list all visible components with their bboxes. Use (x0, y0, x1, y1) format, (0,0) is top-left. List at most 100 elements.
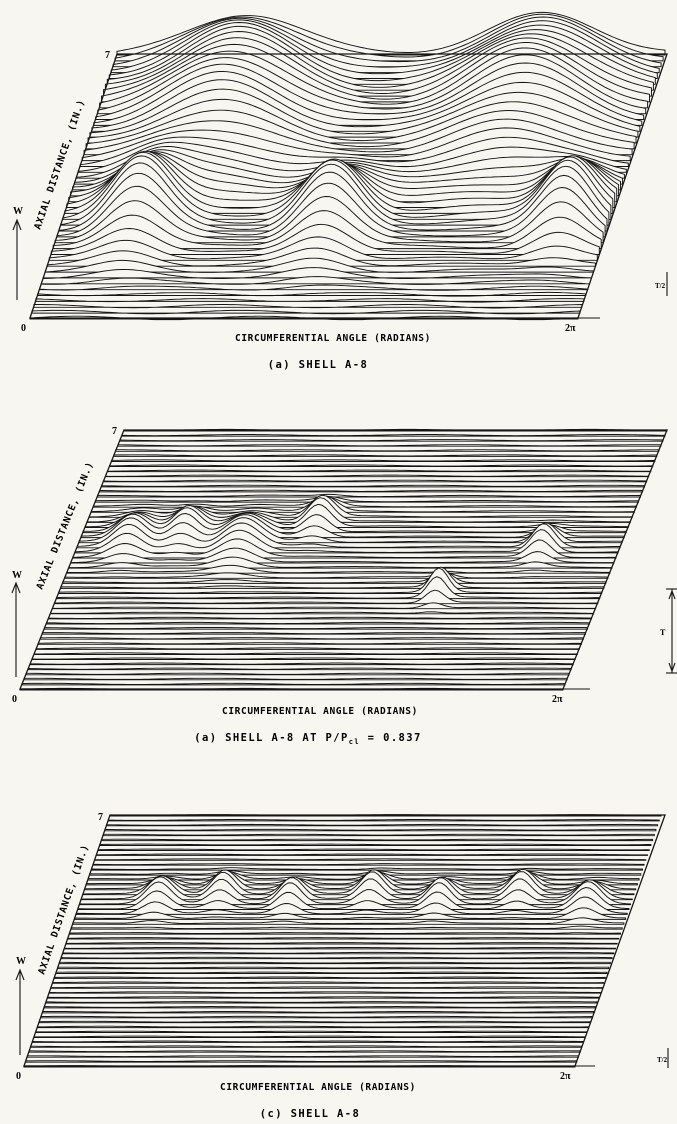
profile-curve (67, 937, 620, 940)
profile-curve (35, 1030, 588, 1033)
scale-mark-label-a: T/2 (655, 282, 666, 290)
y-tick-7-c: 7 (98, 812, 103, 823)
profile-curve (40, 1015, 593, 1019)
profile-curve (48, 616, 592, 620)
scale-mark-a: T/2 (655, 272, 668, 296)
profile-curve (33, 304, 583, 309)
frame-c (23, 814, 666, 1067)
profile-curve (77, 887, 630, 910)
profile-curve (69, 932, 621, 935)
chart-panel-a: W 0 2π 7 AXIAL DISTANCE, (IN.) CIRCUMFER… (12, 11, 668, 371)
profile-curve (68, 556, 613, 569)
profile-curve (105, 474, 650, 478)
profile-curve (46, 247, 596, 267)
profile-curve (50, 986, 603, 989)
x-axis-label-c: CIRCUMFERENTIAL ANGLE (RADIANS) (220, 1082, 416, 1093)
profile-curve (37, 291, 587, 297)
profile-curve (44, 627, 588, 630)
profile-curve (109, 464, 654, 467)
w-axis-arrow-a: W (12, 206, 23, 300)
x-tick-0-c: 0 (16, 1071, 21, 1082)
w-axis-arrow-c: W (15, 956, 26, 1055)
profile-curve (43, 267, 592, 279)
profile-curve (29, 662, 574, 666)
profile-curves-a (29, 11, 666, 321)
chart-panel-b: W 0 2π 7 AXIAL DISTANCE, (IN.) CIRCUMFER… (11, 426, 677, 746)
profile-curve (41, 276, 591, 285)
profile-curve (45, 1001, 598, 1004)
x-axis-b: 0 2π 7 (12, 426, 590, 705)
profile-curve (70, 925, 623, 930)
profile-curve (103, 479, 648, 483)
profile-curve (70, 547, 615, 564)
profile-curve (56, 576, 601, 600)
scale-mark-label-c: T/2 (657, 1056, 668, 1064)
profile-curve (64, 572, 609, 579)
x-axis-c: 0 2π 7 (16, 812, 595, 1082)
profile-curves-b (19, 428, 668, 691)
profile-curve (106, 823, 659, 827)
profile-curve (27, 667, 572, 671)
profile-curve (26, 1055, 579, 1058)
profile-curve (37, 1025, 589, 1029)
x-tick-0-b: 0 (12, 694, 17, 705)
profile-curve (79, 881, 632, 906)
profile-curve (101, 838, 654, 842)
profile-curve (58, 961, 611, 965)
x-tick-2pi-a: 2π (565, 323, 576, 334)
profile-curve (28, 1050, 581, 1053)
profile-curve (48, 991, 601, 994)
w-axis-arrow-b: W (11, 570, 22, 677)
x-axis-label-b: CIRCUMFERENTIAL ANGLE (RADIANS) (222, 706, 418, 717)
x-axis-a: 0 2π 7 (21, 50, 600, 334)
profile-curve (60, 956, 613, 960)
w-axis-label-c: W (16, 956, 26, 967)
y-axis-label-b: AXIAL DISTANCE, (IN.) (35, 460, 96, 591)
profile-curve (115, 449, 660, 452)
profile-curve (37, 642, 582, 645)
caption-b: (a) SHELL A-8 AT P/Pcl = 0.837 (194, 732, 421, 746)
profile-curve (52, 602, 597, 610)
profile-curves-c (23, 814, 662, 1068)
profile-curve (25, 1060, 578, 1063)
profile-curve (121, 434, 666, 437)
profile-curve (21, 682, 566, 686)
profile-curve (97, 493, 641, 498)
profile-curve (39, 284, 589, 291)
profile-curve (31, 309, 581, 315)
profile-curve (53, 976, 606, 979)
profile-curve (52, 981, 605, 984)
profile-curve (62, 951, 615, 955)
chart-panel-c: W 0 2π 7 AXIAL DISTANCE, (IN.) CIRCUMFER… (15, 812, 669, 1120)
profile-curve (39, 637, 584, 640)
profile-curve (41, 632, 586, 635)
profile-curve (95, 496, 639, 503)
profile-curve (43, 1006, 596, 1009)
profile-curve (35, 298, 585, 303)
profile-curve (119, 439, 664, 442)
profile-curve (99, 489, 643, 493)
profile-curve (66, 564, 611, 574)
profile-curve (65, 942, 618, 945)
profile-curve (101, 484, 646, 488)
caption-a: (a) SHELL A-8 (268, 359, 368, 371)
profile-curve (94, 858, 647, 861)
profile-curve (113, 454, 658, 457)
profile-curve (104, 828, 657, 832)
profile-curve (42, 1011, 594, 1014)
profile-curve (107, 819, 660, 822)
profile-curve (33, 652, 578, 655)
w-axis-label-a: W (13, 206, 23, 217)
profile-curve (47, 996, 600, 999)
profile-curve (46, 621, 590, 625)
profile-curve (90, 495, 635, 513)
w-axis-label-b: W (12, 570, 22, 581)
scale-mark-b: T (660, 588, 677, 674)
profile-curve (76, 522, 621, 549)
x-tick-2pi-c: 2π (560, 1071, 571, 1082)
profile-curve (60, 566, 605, 589)
profile-curve (31, 657, 576, 660)
profile-curve (74, 907, 627, 920)
y-tick-7-b: 7 (112, 426, 117, 437)
